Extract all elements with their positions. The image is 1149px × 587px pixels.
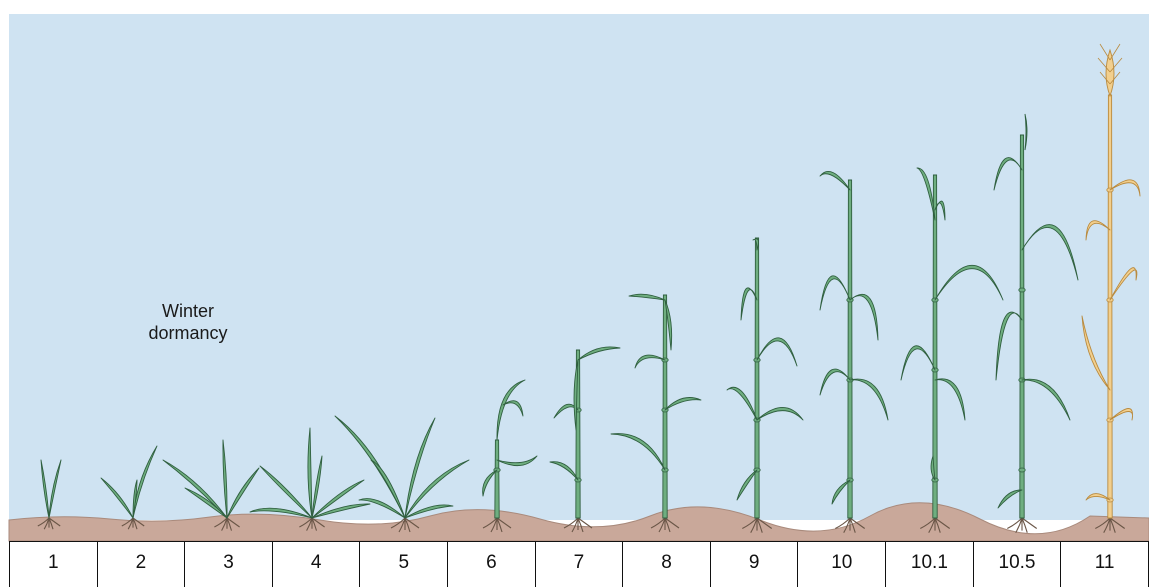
winter-dormancy-label: Winter dormancy: [108, 300, 268, 344]
plant-stage-4: [249, 427, 371, 531]
plant-stage-7: [549, 346, 621, 533]
stage-label: 5: [360, 542, 449, 587]
plant-stage-3: [162, 439, 260, 531]
plant-sequence: [37, 43, 1141, 533]
stage-label: 8: [623, 542, 711, 587]
plant-stage-8: [610, 293, 702, 533]
stage-number-strip: 1 2 3 4 5 6 7 8 9 10 10.1 10.5 11: [9, 541, 1149, 587]
stage-label: 2: [98, 542, 186, 587]
plant-stage-1: [37, 459, 62, 530]
stage-label: 3: [185, 542, 273, 587]
plant-stage-11: [1081, 43, 1141, 533]
plant-stage-10: [819, 171, 889, 533]
annotation-line-2: dormancy: [148, 323, 228, 343]
plant-stage-2: [100, 445, 158, 530]
plant-stage-5: [334, 415, 470, 533]
stage-label: 9: [711, 542, 799, 587]
stage-label: 10.1: [886, 542, 974, 587]
stage-label: 1: [10, 542, 98, 587]
stage-label: 10: [798, 542, 887, 587]
plant-stage-6: [482, 379, 538, 533]
stage-label: 11: [1061, 542, 1149, 587]
stage-label: 6: [448, 542, 536, 587]
stage-label: 4: [273, 542, 361, 587]
annotation-line-1: Winter: [161, 301, 214, 321]
plant-stage-10.5: [993, 113, 1079, 533]
plant-stage-10.1: [900, 167, 1004, 533]
stage-label: 10.5: [974, 542, 1062, 587]
soil-band: [8, 502, 1149, 542]
plant-stage-9: [726, 237, 804, 533]
stage-label: 7: [536, 542, 624, 587]
